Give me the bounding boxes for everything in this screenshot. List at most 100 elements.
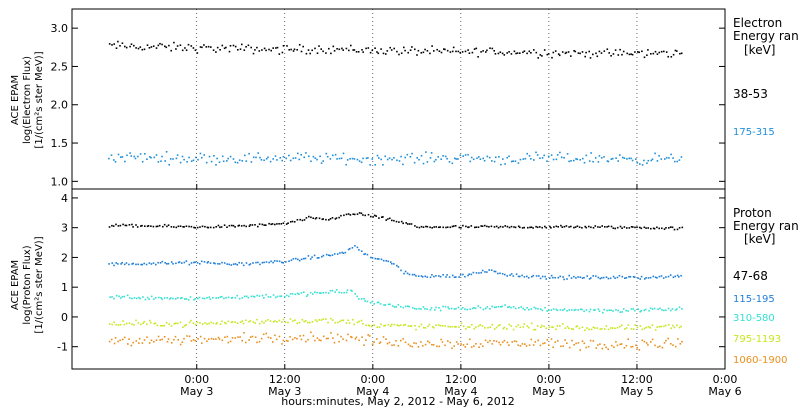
proton-point — [497, 226, 500, 229]
proton-point — [373, 324, 375, 326]
electron-point — [676, 50, 678, 52]
proton-point — [348, 322, 351, 324]
electron-point — [429, 157, 432, 159]
proton-point — [209, 298, 212, 300]
electron-point — [583, 161, 586, 164]
electron-point — [210, 46, 212, 48]
proton-point — [179, 225, 182, 227]
proton-point — [471, 324, 473, 326]
proton-point — [495, 340, 498, 343]
proton-point — [446, 274, 448, 276]
proton-point — [258, 223, 261, 225]
proton-point — [546, 339, 549, 341]
proton-point — [147, 225, 150, 227]
proton-point — [229, 340, 232, 343]
electron-point — [567, 51, 570, 53]
electron-point — [129, 45, 131, 48]
proton-point — [256, 318, 258, 321]
proton-point — [236, 322, 239, 324]
electron-point — [221, 155, 224, 158]
electron-point — [409, 156, 412, 158]
proton-point — [581, 340, 584, 342]
electron-point — [631, 53, 634, 56]
electron-legend-title-3: [keV] — [744, 43, 775, 57]
proton-point — [674, 309, 677, 311]
electron-point — [369, 164, 371, 166]
proton-point — [367, 213, 370, 216]
electron-point — [303, 156, 305, 159]
electron-point — [267, 156, 269, 159]
proton-point — [331, 254, 334, 256]
electron-point — [570, 160, 572, 162]
electron-point — [146, 44, 149, 46]
proton-point — [263, 224, 265, 226]
electron-point — [296, 49, 298, 51]
proton-point — [627, 338, 629, 340]
proton-point — [637, 308, 639, 310]
proton-point — [501, 273, 504, 275]
proton-point — [460, 343, 462, 345]
proton-point — [663, 325, 665, 328]
proton-point — [681, 308, 683, 310]
proton-point — [353, 213, 356, 216]
electron-point — [563, 157, 565, 159]
electron-point — [451, 162, 454, 165]
proton-point — [382, 336, 385, 338]
electron-point — [643, 56, 646, 59]
proton-point — [611, 344, 613, 347]
proton-point — [442, 274, 444, 276]
proton-point — [449, 226, 452, 229]
proton-point — [671, 308, 674, 310]
proton-point — [589, 339, 592, 342]
proton-point — [545, 226, 548, 229]
proton-point — [628, 275, 630, 278]
proton-point — [364, 253, 366, 255]
electron-point — [519, 52, 521, 54]
proton-point — [507, 306, 509, 309]
proton-point — [481, 225, 484, 227]
electron-point — [660, 50, 663, 53]
electron-point — [187, 43, 190, 46]
proton-point — [274, 223, 276, 226]
proton-point — [415, 328, 417, 331]
electron-point — [663, 50, 665, 53]
proton-point — [131, 323, 133, 325]
proton-point — [377, 301, 380, 304]
proton-point — [270, 337, 272, 339]
proton-point — [121, 295, 124, 298]
proton-point — [192, 339, 195, 341]
electron-point — [588, 160, 591, 162]
electron-point — [582, 157, 584, 160]
proton-point — [440, 338, 442, 341]
proton-point — [363, 253, 365, 256]
proton-point — [652, 275, 655, 278]
proton-point — [230, 224, 233, 227]
electron-point — [639, 163, 641, 165]
electron-point — [390, 49, 393, 51]
electron-point — [374, 164, 376, 166]
proton-point — [477, 325, 480, 327]
proton-point — [599, 343, 601, 345]
proton-series-310-580 — [109, 289, 683, 314]
proton-point — [376, 326, 379, 328]
proton-point — [189, 296, 192, 298]
proton-point — [457, 343, 459, 345]
proton-point — [519, 326, 522, 329]
proton-point — [206, 340, 208, 342]
electron-point — [192, 159, 195, 162]
proton-point — [391, 305, 394, 307]
proton-point — [257, 225, 259, 228]
proton-point — [406, 272, 409, 275]
proton-point — [628, 227, 631, 229]
proton-point — [588, 225, 590, 228]
proton-point — [559, 275, 561, 278]
proton-point — [621, 311, 623, 313]
electron-point — [522, 51, 524, 54]
proton-point — [506, 328, 508, 330]
proton-point — [347, 213, 350, 215]
proton-point — [551, 326, 553, 328]
proton-point — [194, 261, 196, 263]
proton-point — [262, 333, 265, 336]
proton-point — [579, 349, 581, 351]
proton-point — [316, 320, 318, 323]
